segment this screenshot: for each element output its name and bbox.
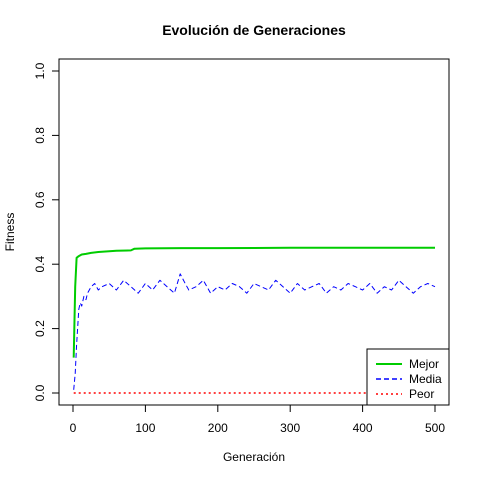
- x-axis-label: Generación: [223, 450, 285, 464]
- series-line-mejor: [72, 246, 435, 358]
- x-axis: 0 100 200 300 400 500: [70, 404, 445, 435]
- legend-label-peor: Peor: [409, 387, 434, 401]
- x-tick-label-300: 300: [280, 421, 300, 435]
- y-tick-label-0-8: 0.8: [33, 127, 47, 144]
- x-tick-label-500: 500: [425, 421, 445, 435]
- y-tick-label-0-0: 0.0: [33, 384, 47, 401]
- x-tick-label-0: 0: [70, 421, 77, 435]
- y-axis-label: Fitness: [3, 213, 17, 252]
- legend-box: [366, 348, 450, 406]
- y-tick-label-0-2: 0.2: [33, 320, 47, 337]
- x-tick-label-100: 100: [135, 421, 155, 435]
- legend-label-mejor: Mejor: [409, 357, 439, 371]
- y-axis: 0.0 0.2 0.4 0.6 0.8 1.0: [33, 62, 60, 401]
- y-tick-label-0-6: 0.6: [33, 191, 47, 208]
- x-tick-label-200: 200: [208, 421, 228, 435]
- y-tick-label-1-0: 1.0: [33, 62, 47, 79]
- y-tick-label-0-4: 0.4: [33, 256, 47, 273]
- legend-label-media: Media: [409, 372, 442, 386]
- x-tick-label-400: 400: [353, 421, 373, 435]
- chart-title: Evolución de Generaciones: [162, 22, 346, 38]
- series-line-media: [73, 273, 436, 390]
